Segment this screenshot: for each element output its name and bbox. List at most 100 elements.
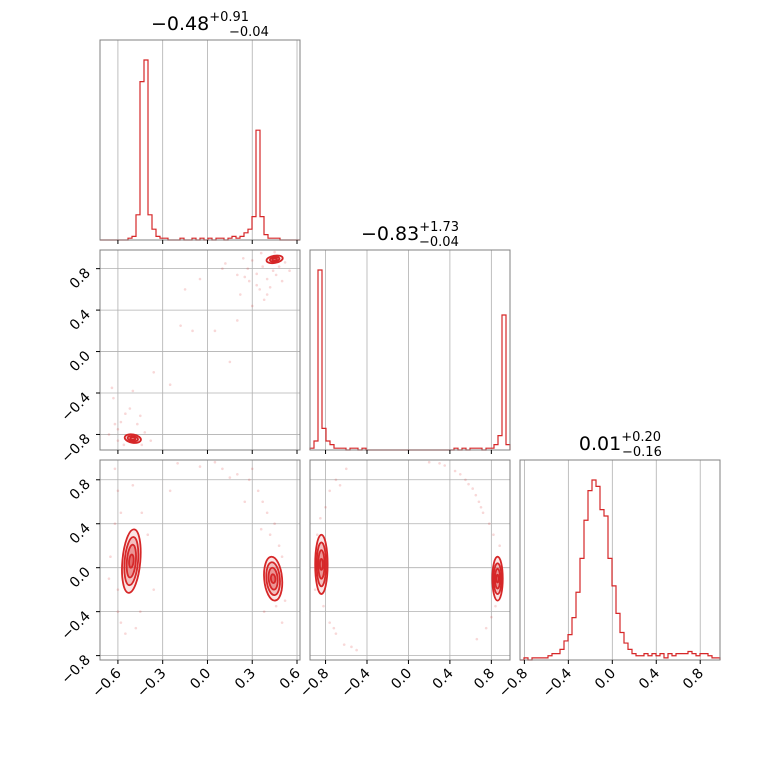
x-tick-label: 0.0 [592, 666, 619, 693]
scatter-point [143, 431, 147, 434]
scatter-point [477, 500, 481, 504]
scatter-point [490, 615, 493, 619]
x-tick-label: 0.4 [636, 665, 663, 692]
scatter-point [474, 493, 478, 497]
scatter-point [453, 469, 457, 473]
scatter-point [236, 273, 239, 277]
scatter-point [334, 632, 338, 635]
x-tick-label: 0.0 [187, 666, 214, 693]
scatter-point [265, 511, 269, 515]
title-2-value: 0.01 [579, 433, 621, 455]
y-tick-label: 0.4 [67, 520, 94, 547]
title-param-0-lower: −0.04 [229, 25, 269, 40]
scatter-point [492, 533, 495, 537]
density-contour [267, 566, 279, 591]
x-tick-label: 0.8 [471, 666, 498, 693]
scatter-point [265, 293, 269, 296]
scatter-point [109, 555, 112, 559]
title-1-upper: +1.73 [419, 220, 459, 235]
x-tick-label: 0.3 [232, 666, 259, 693]
panel-frame [519, 459, 721, 661]
scatter-point [255, 272, 259, 276]
x-tick-label: −0.3 [134, 666, 169, 701]
scatter-point [152, 370, 156, 374]
scatter-point [107, 433, 111, 436]
scatter-point [344, 467, 348, 471]
density-contour [494, 567, 502, 590]
scatter-point [350, 645, 353, 649]
y-tick-label: 0.0 [67, 564, 94, 591]
scatter-point [246, 267, 250, 270]
scatter-point [224, 262, 227, 265]
scatter-point [338, 483, 342, 487]
scatter-point [198, 277, 202, 281]
scatter-point [116, 427, 120, 431]
scatter-point [288, 269, 291, 273]
y-tick-label: −0.8 [58, 652, 93, 687]
scatter-point [265, 277, 269, 281]
scatter-point [342, 643, 346, 646]
scatter-point [259, 527, 263, 531]
scatter-point [138, 610, 142, 613]
scatter-point [198, 465, 202, 468]
density-contour [269, 573, 277, 584]
x-tick-label: −0.6 [89, 665, 124, 700]
scatter-point [183, 288, 187, 291]
scatter-point [247, 478, 251, 482]
scatter-point [146, 533, 150, 537]
scatter-point [116, 489, 120, 493]
panel-frame [99, 459, 301, 661]
title-2-upper: +0.20 [621, 430, 661, 445]
scatter-point [191, 329, 194, 333]
x-tick-label: −0.8 [496, 666, 531, 701]
scatter-point [124, 412, 127, 416]
scatter-point [319, 516, 322, 520]
x-tick-label: −0.4 [338, 665, 373, 700]
scatter-point [273, 250, 276, 254]
scatter-point [443, 464, 447, 467]
y-tick-label: −0.4 [58, 608, 93, 643]
histogram-p2 [520, 479, 721, 661]
y-tick-label: 0.4 [67, 307, 94, 334]
scatter-point [250, 304, 254, 308]
scatter-point [274, 604, 278, 608]
scatter-point [119, 621, 123, 624]
scatter-point [124, 632, 127, 635]
scatter-point [259, 251, 263, 255]
title-param-2: 0.01+0.20 [579, 430, 661, 455]
scatter-point [113, 422, 117, 426]
title-0-value: −0.48 [151, 13, 209, 35]
scatter-point [179, 324, 182, 327]
scatter-point [355, 648, 358, 652]
scatter-point [221, 267, 224, 270]
scatter-point [136, 422, 139, 426]
scatter-point [243, 275, 247, 279]
scatter-point [487, 522, 491, 526]
scatter-point [273, 522, 276, 526]
scatter-point [238, 293, 242, 296]
title-1-value: −0.83 [361, 223, 419, 245]
density-contour [129, 436, 137, 441]
scatter-point [131, 389, 135, 393]
scatter-point [228, 476, 232, 479]
scatter-point [328, 621, 331, 624]
density-contour [128, 553, 135, 569]
scatter-point [280, 555, 284, 559]
scatter-point [116, 588, 120, 591]
scatter-point [280, 279, 284, 283]
scatter-point [479, 505, 483, 509]
title-param-1-lower: −0.04 [419, 235, 459, 250]
scatter-point [261, 265, 264, 268]
title-param-0: −0.48+0.91 [151, 10, 249, 35]
y-tick-label: −0.8 [58, 431, 93, 466]
scatter-point [247, 279, 251, 283]
scatter-point [140, 443, 144, 447]
scatter-point [322, 604, 325, 608]
scatter-point [236, 319, 239, 322]
x-tick-label: 0.0 [388, 666, 415, 693]
scatter-point [484, 626, 488, 630]
scatter-point [250, 259, 254, 262]
scatter-point [138, 414, 142, 418]
scatter-point [494, 604, 497, 608]
scatter-point [332, 626, 336, 630]
